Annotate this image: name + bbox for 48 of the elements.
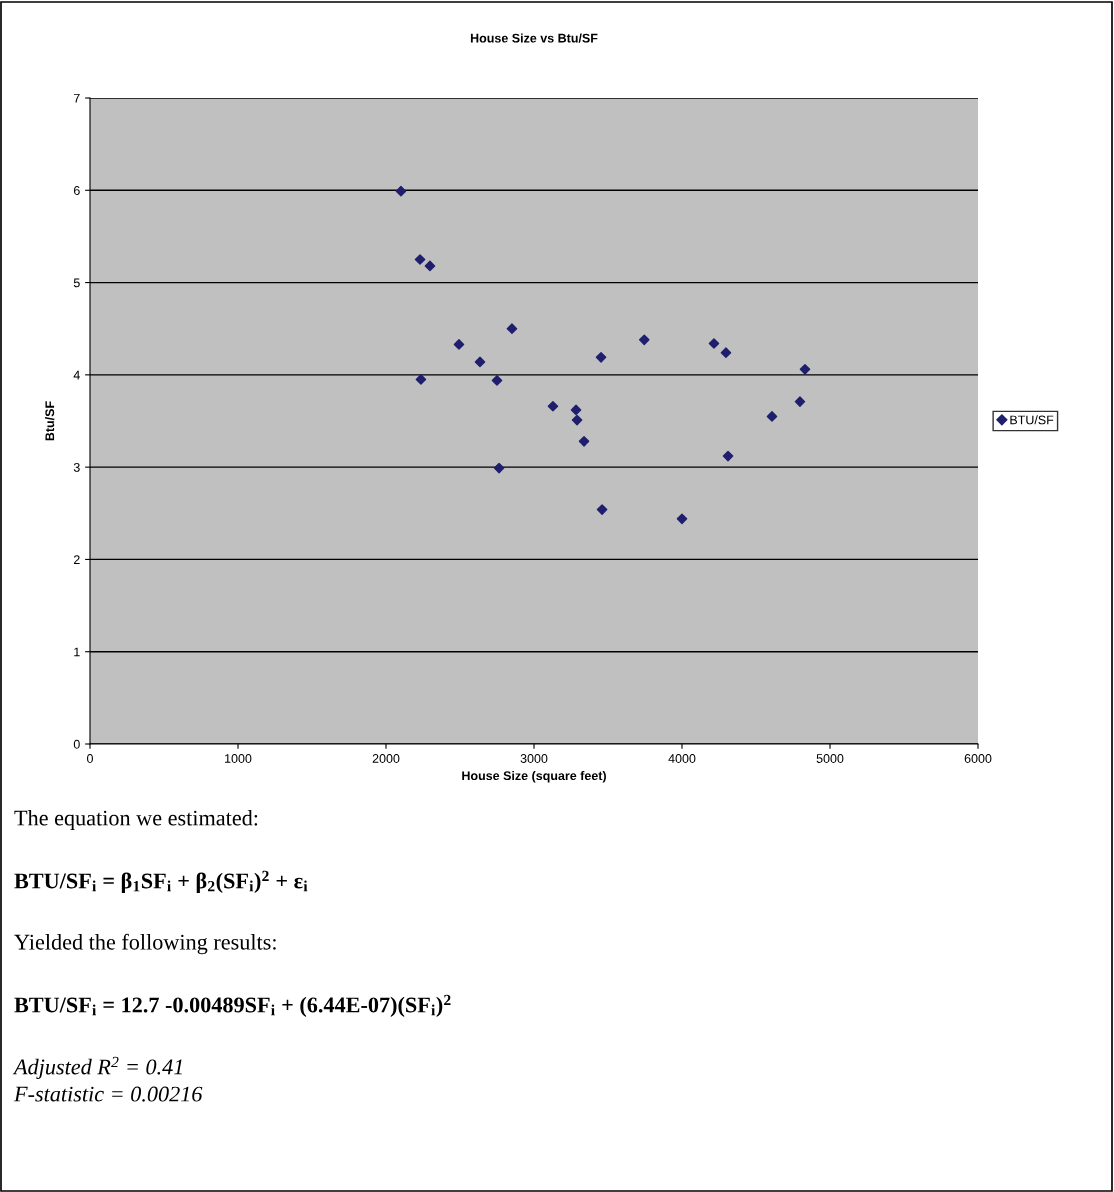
point xyxy=(638,334,650,346)
point xyxy=(578,436,590,447)
x-tick-label: 2000 xyxy=(372,754,400,763)
x-tick-label: 1000 xyxy=(225,754,252,763)
x-tick-label: 0 xyxy=(87,754,93,763)
x-tick-label: 3000 xyxy=(520,754,548,763)
y-tick-label: 7 xyxy=(73,93,80,103)
y-tick-label: 1 xyxy=(74,647,80,657)
text: BTU/SF$_{i}$ = 12.7 -0.00489SF$_{i}$ + (6.44E-07)(SF$_{i}$)$^{2}$ xyxy=(14,994,451,1017)
y-tick-label: 5 xyxy=(73,278,80,288)
point xyxy=(799,364,811,375)
point xyxy=(596,504,608,515)
point xyxy=(708,338,720,349)
x-tick-label: 6000 xyxy=(964,754,992,763)
point xyxy=(720,347,732,359)
text: Adjusted R$^{2}$ = 0.41 xyxy=(12,1056,182,1079)
text: The equation we estimated: xyxy=(14,809,258,831)
text: BTU/SF$_{i}$ = β$_{1}$SF$_{i}$ + β$_{2}$(SF$_{i}$)$^{2}$ + ε$_{i}$ xyxy=(14,870,308,893)
point xyxy=(570,404,582,416)
legend-label: BTU/SF xyxy=(1010,415,1054,425)
y-tick-label: 0 xyxy=(73,739,80,749)
point xyxy=(395,185,407,197)
point xyxy=(506,323,518,335)
y-tick-label: 4 xyxy=(73,370,80,380)
point xyxy=(424,260,436,272)
point xyxy=(491,375,503,386)
point xyxy=(414,254,426,265)
text: F-statistic = 0.00216 xyxy=(13,1086,203,1102)
point xyxy=(474,356,486,368)
point xyxy=(547,400,559,412)
point xyxy=(493,462,505,474)
x-tick-label: 4000 xyxy=(668,754,696,763)
point xyxy=(453,339,465,350)
point xyxy=(794,396,806,407)
x-tick-label: 5000 xyxy=(816,754,844,763)
point xyxy=(676,513,688,525)
point xyxy=(766,411,778,422)
y-tick-label: 2 xyxy=(73,555,80,564)
y-tick-label: 6 xyxy=(73,186,80,195)
text: Yielded the following results: xyxy=(14,933,276,955)
point xyxy=(571,414,583,426)
point xyxy=(415,374,427,385)
x-axis-title: House Size (square feet) xyxy=(462,770,606,783)
y-tick-label: 3 xyxy=(73,462,80,472)
chart-title: House Size vs Btu/SF xyxy=(470,33,598,43)
y-axis-title: Btu/SF xyxy=(45,401,55,441)
point xyxy=(722,450,734,462)
point xyxy=(595,352,607,363)
